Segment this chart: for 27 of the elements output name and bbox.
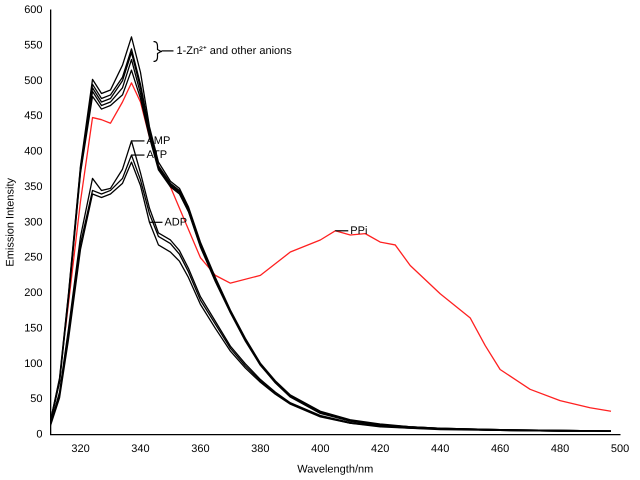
y-axis-title: Emission Intensity [4, 177, 17, 267]
x-tick-label: 380 [251, 443, 270, 456]
y-tick-label: 300 [24, 216, 43, 228]
x-tick-label: 440 [430, 443, 450, 456]
x-axis-title: Wavelength/nm [297, 463, 374, 476]
y-tick-label: 400 [24, 146, 43, 158]
x-tick-label: 420 [371, 443, 390, 456]
y-tick-label: 450 [24, 110, 43, 122]
x-tick-label: 360 [191, 443, 210, 456]
y-tick-label: 50 [30, 393, 43, 406]
y-tick-label: 500 [24, 74, 43, 87]
annotation: 1-Zn²⁺ and other anions [176, 44, 292, 57]
y-tick-label: 550 [24, 39, 43, 52]
x-tick-label: 400 [311, 443, 330, 456]
x-tick-label: 340 [131, 443, 150, 456]
y-tick-label: 600 [24, 4, 43, 16]
x-tick-label: 320 [71, 443, 90, 456]
y-tick-label: 250 [24, 252, 43, 264]
x-tick-label: 480 [550, 443, 570, 456]
y-tick-label: 350 [24, 180, 43, 193]
y-tick-label: 200 [24, 287, 43, 300]
x-tick-label: 500 [610, 443, 630, 456]
annotation: PPi [350, 224, 368, 237]
x-tick-label: 460 [490, 443, 510, 456]
y-tick-label: 100 [24, 358, 43, 370]
y-tick-label: 0 [36, 428, 43, 441]
y-tick-label: 150 [24, 322, 43, 334]
